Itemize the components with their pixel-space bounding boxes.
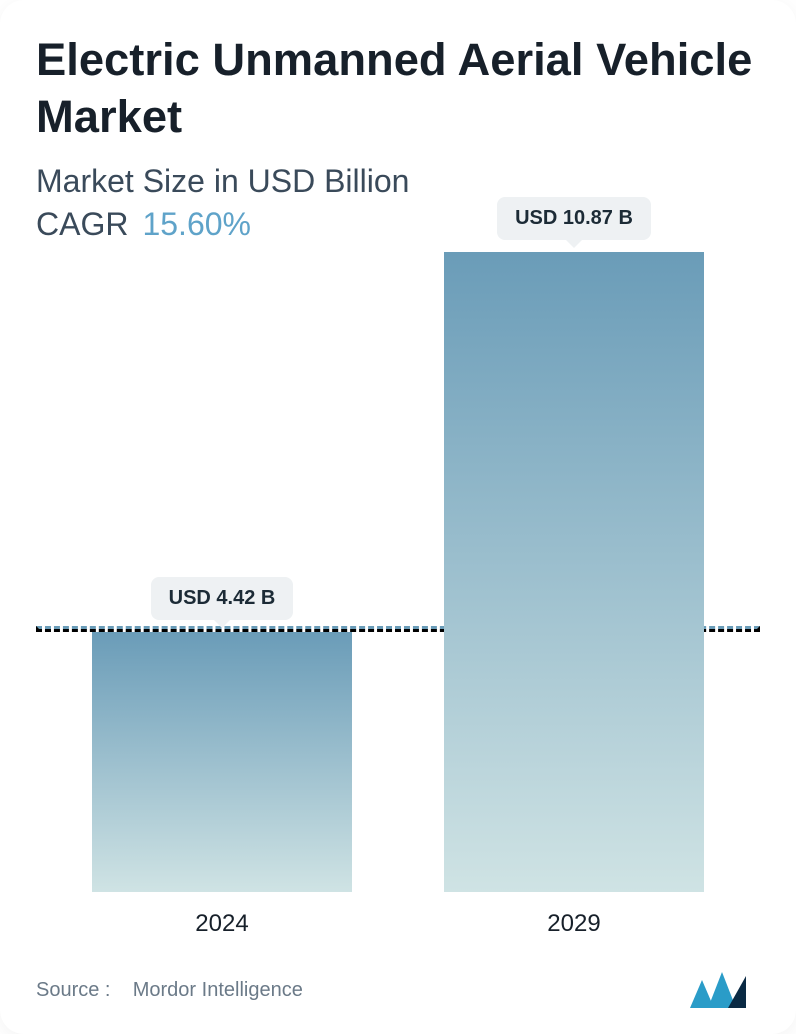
bar-1 xyxy=(444,252,704,892)
chart-card: Electric Unmanned Aerial Vehicle Market … xyxy=(0,0,796,1034)
source-label: Source : xyxy=(36,979,110,1001)
bar-0 xyxy=(92,632,352,892)
x-axis: 2024 2029 xyxy=(36,896,760,952)
logo-accent xyxy=(728,976,746,1008)
x-tick-1: 2029 xyxy=(444,896,704,952)
x-tick-0: 2024 xyxy=(92,896,352,952)
brand-logo-icon xyxy=(688,970,752,1010)
footer-row: Source : Mordor Intelligence xyxy=(36,970,760,1010)
bar-plot: USD 4.42 B USD 10.87 B 2024 2029 xyxy=(36,261,760,952)
value-badge-1: USD 10.87 B xyxy=(497,197,651,240)
source-value: Mordor Intelligence xyxy=(133,979,303,1001)
cagr-value: 15.60% xyxy=(142,206,251,243)
cagr-label: CAGR xyxy=(36,206,128,243)
bar-col-0: USD 4.42 B xyxy=(92,577,352,892)
bar-col-1: USD 10.87 B xyxy=(444,197,704,892)
source-text: Source : Mordor Intelligence xyxy=(36,979,303,1002)
value-badge-0: USD 4.42 B xyxy=(151,577,294,620)
chart-title: Electric Unmanned Aerial Vehicle Market xyxy=(36,32,760,145)
bars-row: USD 4.42 B USD 10.87 B xyxy=(36,261,760,892)
chart-subtitle: Market Size in USD Billion xyxy=(36,163,760,200)
